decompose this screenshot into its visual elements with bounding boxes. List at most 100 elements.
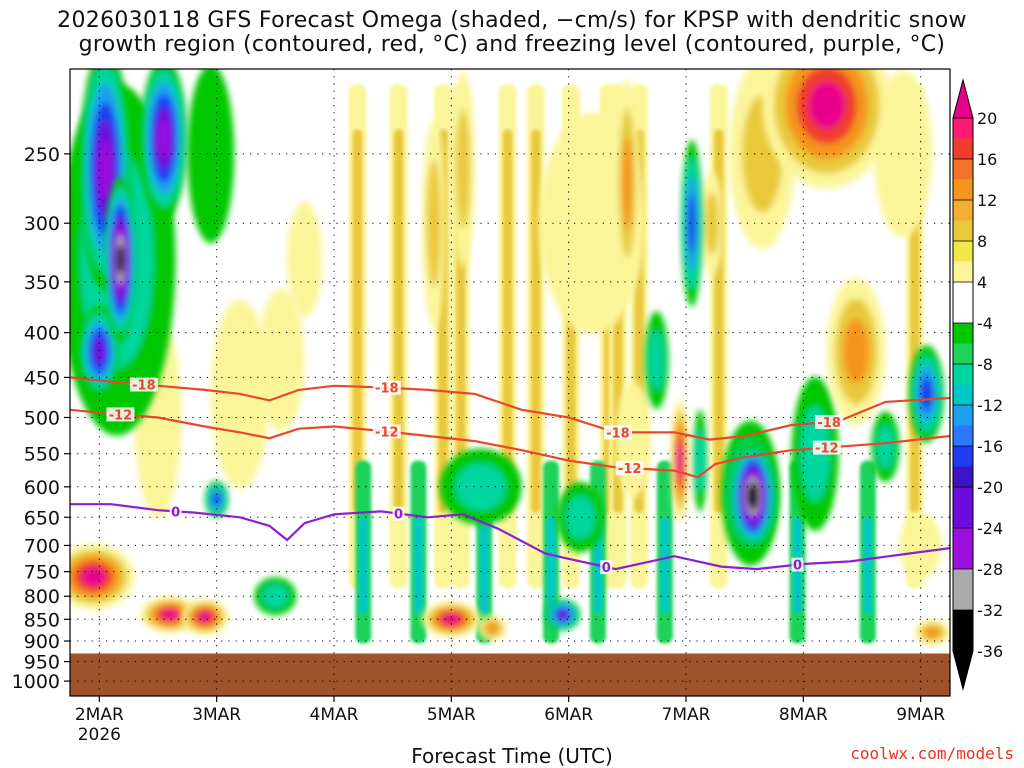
credit-link[interactable]: coolwx.com/models bbox=[850, 744, 1014, 763]
y-tick-label: 600 bbox=[24, 477, 60, 499]
contour-label-bg bbox=[815, 415, 844, 430]
omega-cell bbox=[914, 619, 950, 646]
colorbar-tick-label: -20 bbox=[977, 478, 1003, 497]
omega-cell bbox=[422, 119, 446, 328]
omega-contour-band bbox=[262, 584, 289, 608]
colorbar-tick-label: -16 bbox=[977, 437, 1003, 456]
contour-label: -18 bbox=[375, 382, 399, 397]
omega-contour-band bbox=[257, 288, 305, 432]
colorbar-bin bbox=[953, 282, 973, 323]
y-tick-label: 750 bbox=[24, 562, 60, 584]
omega-contour-band bbox=[843, 318, 870, 384]
omega-stripe-positive bbox=[526, 84, 545, 589]
y-tick-label: 900 bbox=[24, 631, 60, 653]
omega-stripe-positive bbox=[389, 84, 408, 589]
colorbar-bin bbox=[953, 118, 973, 139]
omega-cell bbox=[871, 411, 900, 483]
omega-stripe-inner bbox=[359, 517, 368, 614]
omega-cell bbox=[615, 79, 640, 287]
colorbar-tick-label: 20 bbox=[977, 109, 997, 128]
omega-cell bbox=[187, 69, 235, 244]
colorbar-bin bbox=[953, 528, 973, 569]
colorbar-tick-label: -28 bbox=[977, 560, 1003, 579]
omega-stripe-inner bbox=[352, 129, 363, 514]
contour-label-bg bbox=[791, 557, 804, 572]
y-tick-label: 300 bbox=[24, 213, 60, 235]
omega-contour-band bbox=[876, 425, 895, 469]
omega-contour-band bbox=[93, 338, 106, 365]
x-tick-label: 3MAR bbox=[192, 705, 241, 725]
x-axis-title: Forecast Time (UTC) bbox=[411, 744, 613, 768]
colorbar-bin bbox=[953, 569, 973, 610]
omega-stripe-negative bbox=[859, 460, 876, 644]
y-tick-label: 650 bbox=[24, 507, 60, 529]
omega-contour-band bbox=[158, 118, 170, 158]
omega-cell bbox=[140, 596, 200, 633]
omega-stripe-inner bbox=[660, 517, 669, 614]
x-tick-label: 7MAR bbox=[662, 705, 711, 725]
colorbar: 20 16 12 8 4 -4 -8 -12 -16 -20 -24 -28 -32 -36 bbox=[952, 78, 1003, 691]
omega-stripe-negative bbox=[410, 460, 427, 644]
y-tick-label: 350 bbox=[24, 272, 60, 294]
contour-label: 0 bbox=[171, 505, 180, 520]
contour-label: -18 bbox=[817, 416, 841, 431]
y-tick-label: 500 bbox=[24, 407, 60, 429]
colorbar-tick-label: -32 bbox=[977, 601, 1003, 620]
colorbar-bin bbox=[953, 343, 973, 364]
omega-contour-band bbox=[287, 201, 323, 318]
colorbar-tick-label: -12 bbox=[977, 396, 1003, 415]
omega-contour-band bbox=[116, 244, 125, 275]
omega-contour-band bbox=[98, 139, 112, 199]
contour-label-bg bbox=[392, 506, 405, 521]
omega-stripe-inner bbox=[863, 517, 872, 614]
x-tick-label: 2MAR bbox=[75, 705, 124, 725]
y-tick-label: 250 bbox=[24, 144, 60, 166]
contour-label: 0 bbox=[602, 561, 611, 576]
contour-label-bg bbox=[812, 440, 841, 455]
omega-contour-band bbox=[81, 567, 106, 587]
contour-line--18 bbox=[70, 376, 950, 441]
contour-lines: -18 -18 -18 -18 -12 -12 -12 -12 0 0 0 0 bbox=[70, 376, 950, 576]
grid-lines bbox=[70, 69, 950, 696]
colorbar-bin bbox=[953, 241, 973, 262]
x-tick-label: 5MAR bbox=[427, 705, 476, 725]
omega-cell bbox=[826, 277, 886, 425]
omega-cell bbox=[693, 409, 708, 512]
omega-stripe-inner bbox=[393, 129, 404, 514]
omega-contour-band bbox=[212, 492, 221, 506]
chart-title-line2: growth region (contoured, red, °C) and f… bbox=[78, 32, 946, 57]
colorbar-bin bbox=[953, 466, 973, 487]
omega-contour-band bbox=[565, 495, 595, 539]
y-tick-label: 550 bbox=[24, 444, 60, 466]
contour-label: -12 bbox=[815, 442, 839, 457]
omega-contour-band bbox=[924, 626, 941, 639]
omega-cell bbox=[181, 599, 229, 636]
omega-stripe-negative bbox=[656, 460, 673, 644]
omega-stripe-inner bbox=[414, 517, 423, 614]
omega-cell bbox=[762, 69, 892, 189]
colorbar-bin bbox=[953, 138, 973, 159]
omega-cell bbox=[254, 577, 297, 616]
y-tick-label: 1000 bbox=[12, 671, 60, 693]
y-axis: 2503003504004505005506006507007508008509… bbox=[12, 144, 70, 693]
contour-label-bg bbox=[603, 425, 632, 440]
colorbar-top-arrow bbox=[952, 78, 974, 119]
y-tick-label: 700 bbox=[24, 535, 60, 557]
colorbar-tick-label: 8 bbox=[977, 232, 987, 251]
omega-cell bbox=[644, 311, 669, 410]
y-tick-label: 400 bbox=[24, 323, 60, 345]
contour-line-0 bbox=[70, 503, 950, 571]
omega-cell bbox=[908, 345, 945, 443]
contour-label-bg bbox=[372, 424, 401, 439]
colorbar-bin bbox=[953, 179, 973, 200]
contour-label-bg bbox=[106, 407, 135, 422]
contour-label: -12 bbox=[618, 462, 642, 477]
contour-label-bg bbox=[129, 377, 158, 392]
omega-cell bbox=[287, 201, 323, 318]
omega-cell bbox=[204, 480, 229, 518]
x-tick-label: 9MAR bbox=[896, 705, 945, 725]
colorbar-bin bbox=[953, 220, 973, 241]
omega-contour-band bbox=[557, 610, 568, 620]
colorbar-bin bbox=[953, 487, 973, 528]
omega-contour-band bbox=[455, 108, 471, 230]
